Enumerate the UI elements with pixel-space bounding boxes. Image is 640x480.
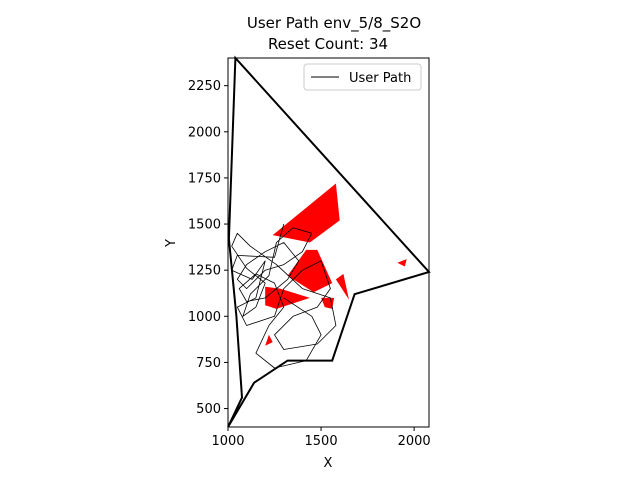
environment-boundary — [227, 55, 431, 428]
obstacle-6 — [397, 259, 407, 267]
y-tick-label: 500 — [196, 402, 221, 417]
obstacle-7 — [265, 334, 273, 346]
y-tick-label: 1250 — [188, 264, 221, 279]
user-path-line — [231, 223, 337, 369]
obstacle-1 — [272, 183, 340, 243]
x-axis: 1000 1500 2000 — [211, 427, 431, 449]
plot-area — [227, 55, 431, 428]
obstacle-2 — [287, 249, 333, 293]
x-tick-label: 1500 — [305, 434, 338, 449]
x-axis-label: X — [324, 456, 333, 471]
axes-frame — [227, 57, 430, 428]
chart-title: User Path env_5/8_S2O — [247, 14, 421, 33]
y-axis: 500 750 1000 1250 1500 1750 2000 2250 — [188, 79, 228, 417]
chart-subtitle: Reset Count: 34 — [268, 35, 388, 53]
obstacle-4 — [335, 273, 349, 300]
y-axis-label: Y — [164, 239, 179, 248]
y-tick-label: 2000 — [188, 125, 221, 140]
y-tick-label: 1750 — [188, 171, 221, 186]
legend: User Path — [303, 63, 422, 91]
legend-box — [303, 63, 422, 91]
x-tick-label: 1000 — [211, 434, 244, 449]
y-tick-label: 750 — [196, 356, 221, 371]
y-tick-label: 2250 — [188, 79, 221, 94]
y-tick-label: 1500 — [188, 218, 221, 233]
obstacle-3 — [265, 286, 310, 309]
legend-entry-user-path: User Path — [349, 71, 411, 86]
x-tick-label: 2000 — [398, 434, 431, 449]
y-tick-label: 1000 — [188, 310, 221, 325]
